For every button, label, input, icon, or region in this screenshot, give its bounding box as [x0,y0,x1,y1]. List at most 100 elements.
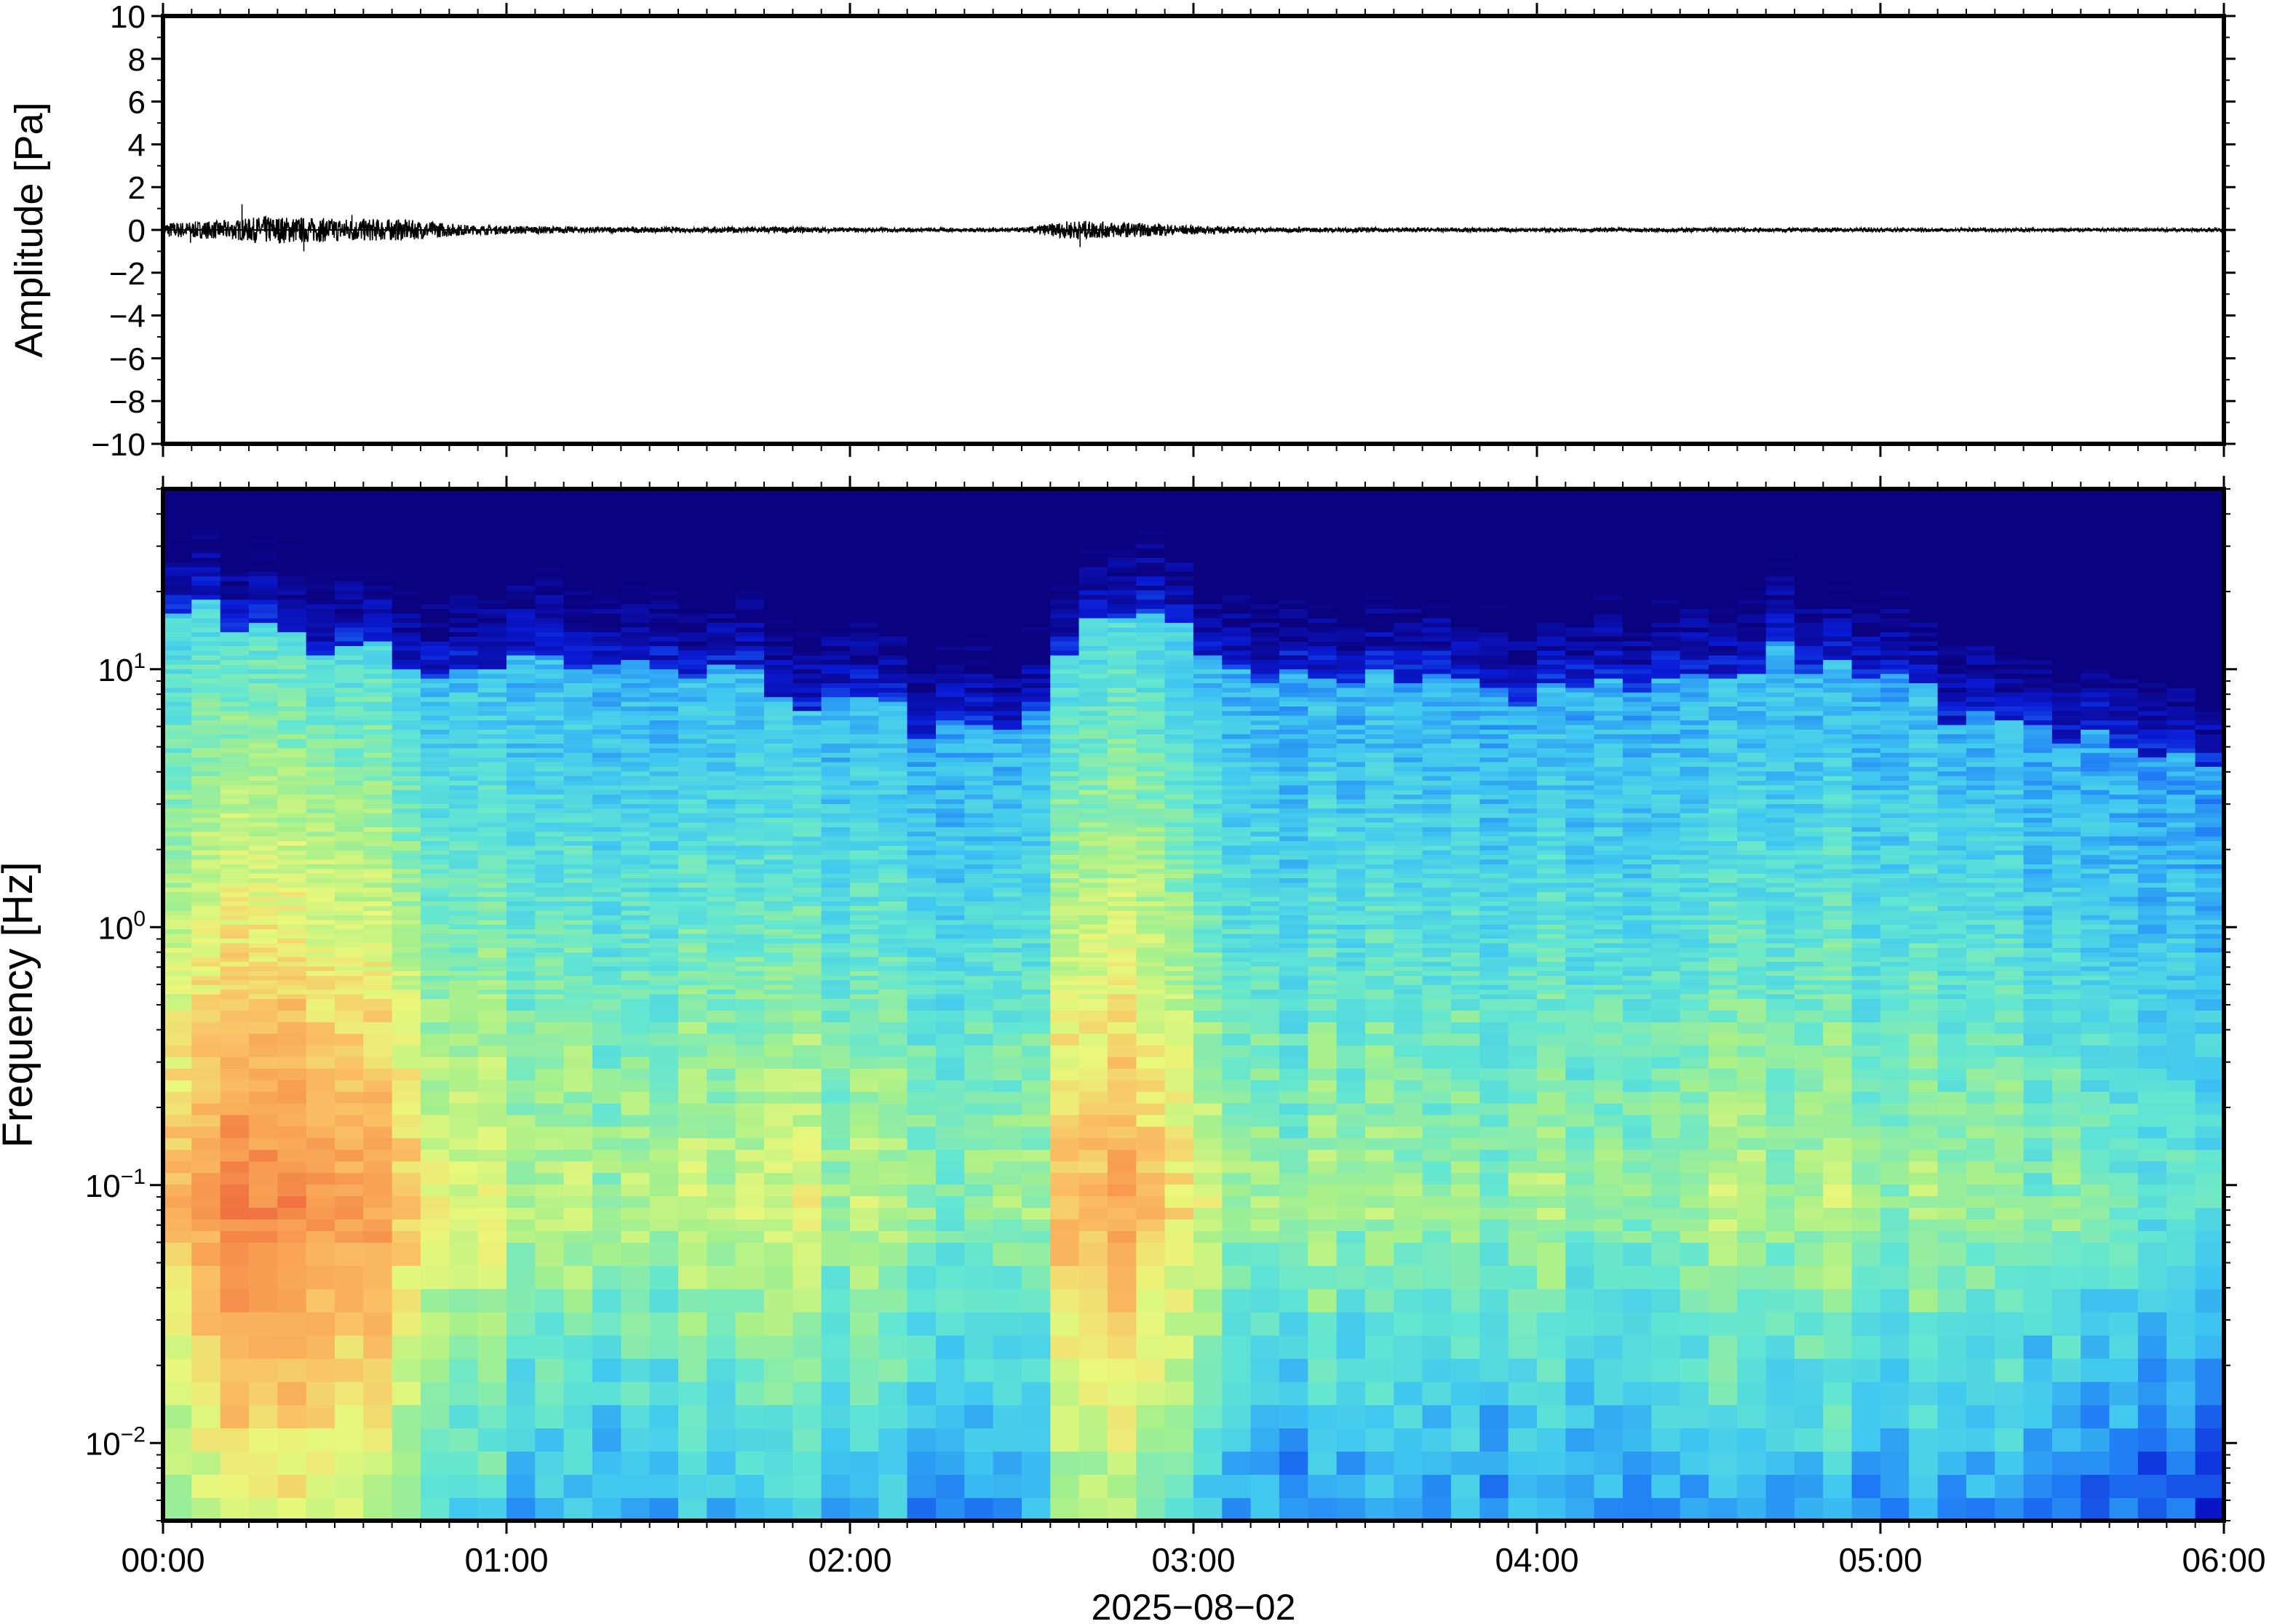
spectrogram-cell [678,599,708,605]
spectrogram-cell [277,538,307,544]
spectrogram-cell [907,538,937,544]
spectrogram-cell [191,669,221,674]
spectrogram-cell [993,798,1022,804]
spectrogram-cell [1022,1137,1052,1150]
spectrogram-cell [535,1114,565,1127]
spectrogram-cell [649,724,679,730]
spectrogram-cell [764,1149,794,1162]
spectrogram-cell [1022,1056,1052,1069]
spectrogram-cell [563,835,593,841]
spectrogram-cell [936,979,966,985]
spectrogram-cell [335,924,365,930]
spectrogram-cell [1107,961,1137,967]
spectrogram-cell [707,626,736,632]
spectrogram-cell [335,989,365,995]
spectrogram-cell [907,603,937,609]
spectrogram-cell [649,1230,679,1243]
spectrogram-cell [335,775,365,781]
spectrogram-cell [764,1242,794,1266]
spectrogram-cell [792,664,822,669]
spectrogram-cell [1022,585,1052,591]
spectrogram-cell [1050,827,1080,832]
spectrogram-cell [421,724,450,730]
spectrogram-cell [563,784,593,790]
spectrogram-cell [964,608,994,614]
spectrogram-cell [563,849,593,856]
spectrogram-cell [735,1311,765,1336]
spectrogram-cell [907,520,937,526]
spectrogram-cell [1050,780,1080,786]
spectrogram-cell [792,872,822,879]
spectrogram-cell [1050,882,1080,888]
spectrogram-cell [1022,909,1052,916]
spectrogram-cell [421,566,450,572]
spectrogram-cell [936,626,966,632]
spectrogram-cell [821,966,851,971]
spectrogram-cell [392,599,421,605]
spectrogram-cell [936,552,966,558]
spectrogram-cell [907,1334,937,1359]
spectrogram-cell [592,864,622,869]
spectrogram-cell [449,1137,479,1150]
spectrogram-cell [535,812,565,819]
spectrogram-cell [249,896,279,901]
spectrogram-cell [220,1404,250,1429]
spectrogram-cell [592,1044,622,1057]
spectrogram-cell [421,706,450,712]
spectrogram-cell [220,594,250,600]
spectrogram-cell [792,543,822,549]
spectrogram-cell [907,1056,937,1069]
spectrogram-cell [964,724,994,730]
spectrogram-cell [449,924,479,930]
spectrogram-cell [535,891,565,897]
spectrogram-cell [363,636,393,642]
spectrogram-cell [449,905,479,911]
spectrogram-cell [1050,654,1080,661]
spectrogram-cell [621,613,651,618]
spectrogram-cell [821,998,851,1011]
spectrogram-cell [964,632,994,637]
spectrogram-cell [964,868,994,874]
spectrogram-cell [707,872,736,879]
spectrogram-cell [878,1428,908,1452]
spectrogram-cell [306,794,335,800]
spectrogram-cell [1078,557,1108,563]
spectrogram-cell [1022,775,1052,781]
spectrogram-cell [621,1334,651,1359]
spectrogram-cell [649,696,679,702]
spectrogram-cell [277,626,307,632]
spectrogram-cell [506,854,536,860]
spectrogram-cell [277,859,307,864]
spectrogram-cell [1078,1497,1108,1521]
spectrogram-cell [392,993,421,999]
spectrogram-cell [936,901,966,907]
spectrogram-cell [592,784,622,790]
spectrogram-cell [735,989,765,995]
spectrogram-cell [506,525,536,530]
spectrogram-cell [277,501,307,507]
spectrogram-cell [220,817,250,823]
spectrogram-cell [506,589,536,595]
spectrogram-cell [649,729,679,735]
spectrogram-cell [764,812,794,819]
spectrogram-cell [821,757,851,763]
spectrogram-cell [506,1358,536,1382]
spectrogram-cell [821,961,851,967]
spectrogram-cell [678,1184,708,1197]
spectrogram-cell [306,682,335,688]
spectrogram-cell [1050,729,1080,735]
spectrogram-cell [563,1265,593,1289]
spectrogram-cell [621,947,651,953]
spectrogram-cell [907,835,937,841]
spectrogram-cell [563,529,593,535]
spectrogram-cell [392,821,421,827]
spectrogram-cell [363,1114,393,1127]
spectrogram-cell [1078,775,1108,781]
spectrogram-cell [249,1230,279,1243]
spectrogram-cell [678,766,708,772]
spectrogram-cell [506,1022,536,1034]
spectrogram-cell [735,1497,765,1521]
spectrogram-cell [249,794,279,800]
spectrogram-cell [1022,701,1052,706]
spectrogram-cell [878,821,908,827]
